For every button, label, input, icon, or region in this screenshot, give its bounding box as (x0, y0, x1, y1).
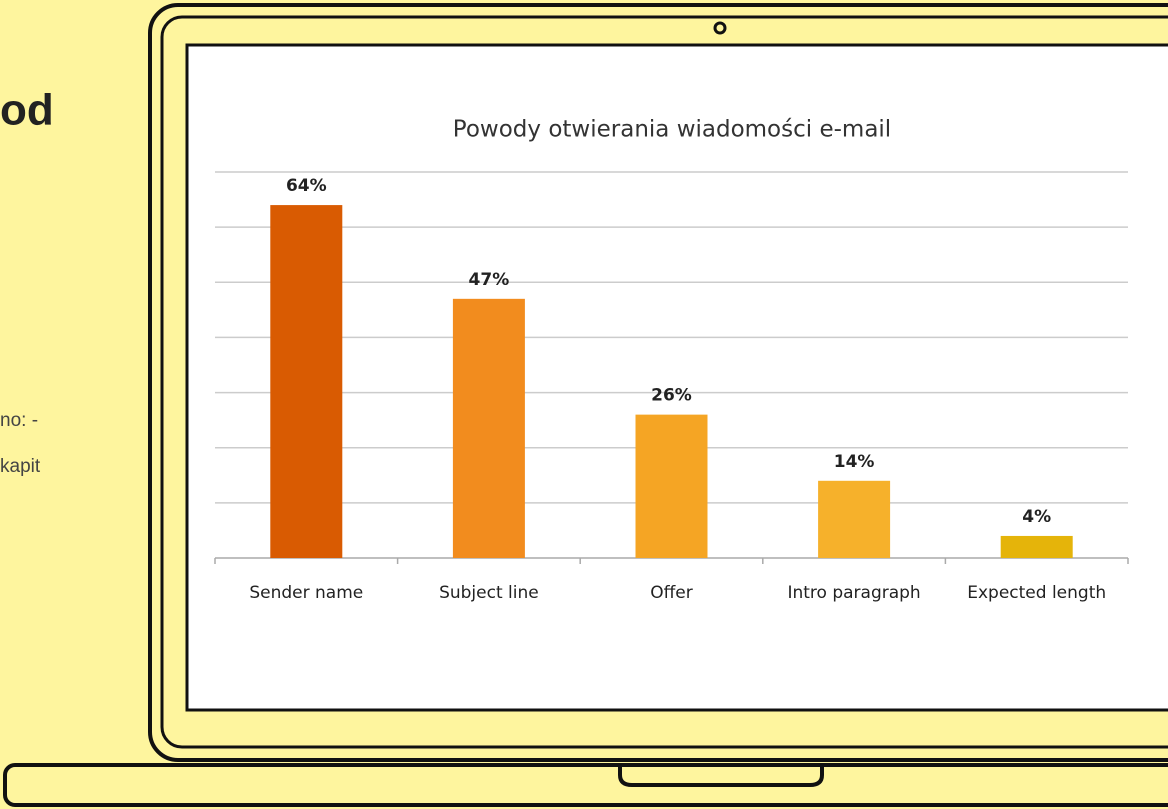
laptop-bezel (160, 15, 1168, 749)
laptop-notch (618, 765, 824, 787)
screen (185, 43, 1168, 712)
value-label: 47% (469, 270, 510, 290)
x-tick-label: Sender name (249, 583, 363, 603)
value-label: 26% (651, 386, 692, 406)
bar (1000, 535, 1073, 558)
side-text: kapit (0, 456, 41, 477)
x-tick-label: Subject line (439, 583, 539, 603)
value-label: 4% (1022, 507, 1051, 527)
side-heading: od (0, 86, 54, 135)
camera (713, 21, 727, 35)
value-label: 64% (286, 176, 327, 196)
bar (270, 205, 343, 559)
bar (452, 298, 525, 558)
side-text: no: - (0, 410, 38, 431)
x-tick-label: Offer (650, 583, 693, 603)
laptop-base (3, 763, 1168, 807)
value-label: 14% (834, 452, 875, 472)
bar (635, 414, 708, 558)
bar (818, 480, 891, 558)
x-tick-label: Expected length (967, 583, 1106, 603)
chart-title: Powody otwierania wiadomości e-mail (453, 117, 891, 143)
x-tick-label: Intro paragraph (787, 583, 920, 603)
